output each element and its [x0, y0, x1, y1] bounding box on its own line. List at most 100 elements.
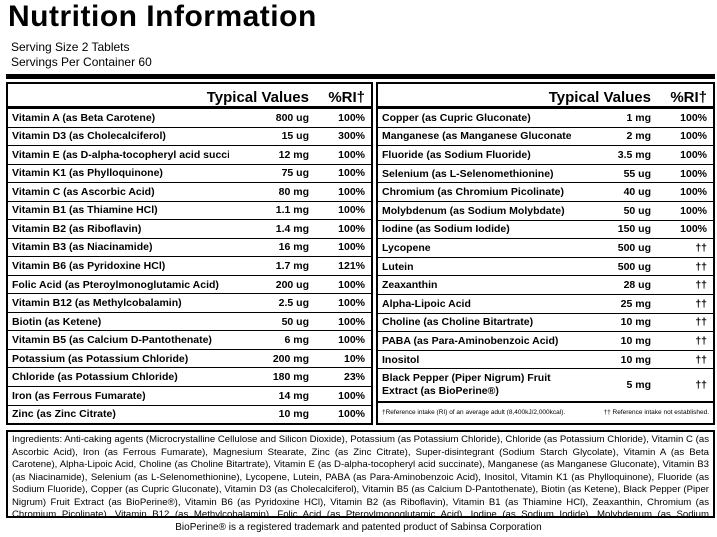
nutrient-row: Iron (as Ferrous Fumarate) 14 mg 100%	[8, 387, 371, 406]
header-cell: Typical Values	[548, 89, 651, 106]
nutrient-row: Vitamin K1 (as Phylloquinone) 75 ug 100%	[8, 165, 371, 184]
ri: ††	[695, 279, 707, 292]
nutrient-name: Iron (as Ferrous Fumarate)	[12, 389, 146, 402]
nutrient-name: Manganese (as Manganese Gluconate)	[382, 130, 571, 143]
nutrient-name: Potassium (as Potassium Chloride)	[12, 352, 189, 365]
footer: BioPerine® is a registered trademark and…	[175, 522, 542, 533]
nutrient-row: Inositol 10 mg ††	[378, 351, 713, 370]
amount: 200 mg	[272, 352, 309, 365]
nutrient-name: Vitamin A (as Beta Carotene)	[12, 111, 156, 124]
amount: 500 ug	[617, 241, 651, 254]
amount: 25 mg	[620, 297, 651, 310]
ri: 23%	[343, 371, 365, 384]
amount: 6 mg	[284, 334, 309, 347]
ri: 100%	[338, 222, 365, 235]
nutrient-name: Alpha-Lipoic Acid	[382, 297, 471, 310]
amount: 2 mg	[626, 130, 651, 143]
nutrient-row: Vitamin B1 (as Thiamine HCl) 1.1 mg 100%	[8, 202, 371, 221]
nutrient-row: Selenium (as L-Selenomethionine) 55 ug 100…	[378, 165, 713, 184]
ingredients: Ingredients: Anti-caking agents (Microcr…	[6, 430, 715, 518]
amount: 50 ug	[281, 315, 309, 328]
nutrient-name: Vitamin D3 (as Cholecalciferol)	[12, 130, 166, 143]
nutrient-row: Zinc (as Zinc Citrate) 10 mg 100%	[8, 406, 371, 424]
nutrient-name: Vitamin C (as Ascorbic Acid)	[12, 185, 155, 198]
nutrient-name: Vitamin B12 (as Methylcobalamin)	[12, 297, 182, 310]
nutrient-row: Vitamin B2 (as Riboflavin) 1.4 mg 100%	[8, 220, 371, 239]
servings-per-container: Servings Per Container 60	[11, 55, 152, 69]
ri: 100%	[338, 297, 365, 310]
ri: ††	[695, 241, 707, 254]
ri: ††	[695, 379, 707, 392]
ri: 300%	[338, 130, 365, 143]
ri: 100%	[680, 130, 707, 143]
nutrient-name: Fluoride (as Sodium Fluoride)	[382, 148, 531, 161]
nutrient-name: Molybdenum (as Sodium Molybdate)	[382, 204, 565, 217]
amount: 75 ug	[281, 167, 309, 180]
amount: 2.5 ug	[278, 297, 309, 310]
nutrient-name: Vitamin B3 (as Niacinamide)	[12, 241, 153, 254]
header-cell: %RI†	[328, 89, 365, 106]
nutrient-row: Vitamin E (as D-alpha-tocopheryl acid su…	[8, 146, 371, 165]
nutrient-name: Vitamin B2 (as Riboflavin)	[12, 222, 142, 235]
ri: 100%	[680, 204, 707, 217]
left-table: Typical Values %RI† Vitamin A (as Beta Car…	[6, 82, 373, 425]
nutrient-row: Vitamin B6 (as Pyridoxine HCl) 1.7 mg 121%	[8, 257, 371, 276]
amount: 180 mg	[272, 371, 309, 384]
nutrient-name: Chromium (as Chromium Picolinate)	[382, 186, 565, 199]
amount: 5 mg	[626, 379, 651, 392]
nutrient-row: Zeaxanthin 28 ug ††	[378, 276, 713, 295]
amount: 1.7 mg	[275, 260, 309, 273]
amount: 28 ug	[623, 279, 651, 292]
nutrient-row: Vitamin B12 (as Methylcobalamin) 2.5 ug 10…	[8, 294, 371, 313]
nutrient-row: Iodine (as Sodium Iodide) 150 ug 100%	[378, 221, 713, 240]
nutrient-name: Vitamin E (as D-alpha-tocopheryl acid su…	[12, 148, 229, 161]
amount: 1.1 mg	[275, 204, 309, 217]
amount: 55 ug	[623, 167, 651, 180]
ri: 100%	[680, 223, 707, 236]
title: Nutrition Information	[8, 0, 317, 33]
nutrient-name: Biotin (as Ketene)	[12, 315, 102, 328]
nutrient-row: Chromium (as Chromium Picolinate) 40 ug 10…	[378, 183, 713, 202]
header-cell: Typical Values	[206, 89, 309, 106]
nutrient-row: Black Pepper (Piper Nigrum) Fruit Extrac…	[378, 369, 713, 402]
amount: 800 ug	[275, 111, 309, 124]
amount: 12 mg	[278, 148, 309, 161]
nutrient-row: Folic Acid (as Pteroylmonoglutamic Acid)…	[8, 276, 371, 295]
ri: 10%	[343, 352, 365, 365]
amount: 3.5 mg	[617, 148, 651, 161]
amount: 10 mg	[620, 334, 651, 347]
nutrient-row: Vitamin C (as Ascorbic Acid) 80 mg 100%	[8, 183, 371, 202]
footnote: †† Reference intake not established.	[603, 409, 709, 417]
divider	[6, 74, 715, 79]
nutrient-row: Vitamin B5 (as Calcium D-Pantothenate) 6 …	[8, 331, 371, 350]
header-row: Typical Values %RI†	[8, 84, 371, 109]
nutrient-row: Vitamin B3 (as Niacinamide) 16 mg 100%	[8, 239, 371, 258]
ri: 100%	[338, 241, 365, 254]
nutrient-name: Black Pepper (Piper Nigrum) Fruit Extrac…	[382, 372, 551, 398]
ri: ††	[695, 353, 707, 366]
amount: 1.4 mg	[275, 222, 309, 235]
ri: 121%	[338, 260, 365, 273]
nutrient-row: PABA (as Para-Aminobenzoic Acid) 10 mg ††	[378, 332, 713, 351]
nutrient-row: Potassium (as Potassium Chloride) 200 mg 1…	[8, 350, 371, 369]
amount: 50 ug	[623, 204, 651, 217]
nutrient-name: Zinc (as Zinc Citrate)	[12, 408, 116, 421]
ri: 100%	[680, 186, 707, 199]
nutrient-row: Alpha-Lipoic Acid 25 mg ††	[378, 295, 713, 314]
serving-size: Serving Size 2 Tablets	[11, 40, 130, 54]
nutrient-row: Lutein 500 ug ††	[378, 258, 713, 277]
nutrient-name: Zeaxanthin	[382, 279, 438, 292]
nutrient-row: Fluoride (as Sodium Fluoride) 3.5 mg 100%	[378, 146, 713, 165]
amount: 40 ug	[623, 186, 651, 199]
footnotes: †Reference intake (RI) of an average adu…	[378, 401, 713, 423]
nutrient-row: Chloride (as Potassium Chloride) 180 mg 23…	[8, 368, 371, 387]
ri: 100%	[680, 111, 707, 124]
amount: 16 mg	[278, 241, 309, 254]
nutrient-row: Vitamin A (as Beta Carotene) 800 ug 100%	[8, 109, 371, 128]
nutrient-row: Copper (as Cupric Gluconate) 1 mg 100%	[378, 109, 713, 128]
ri: ††	[695, 260, 707, 273]
nutrient-name: Lutein	[382, 260, 414, 273]
nutrient-name: Copper (as Cupric Gluconate)	[382, 111, 531, 124]
ri: 100%	[338, 315, 365, 328]
